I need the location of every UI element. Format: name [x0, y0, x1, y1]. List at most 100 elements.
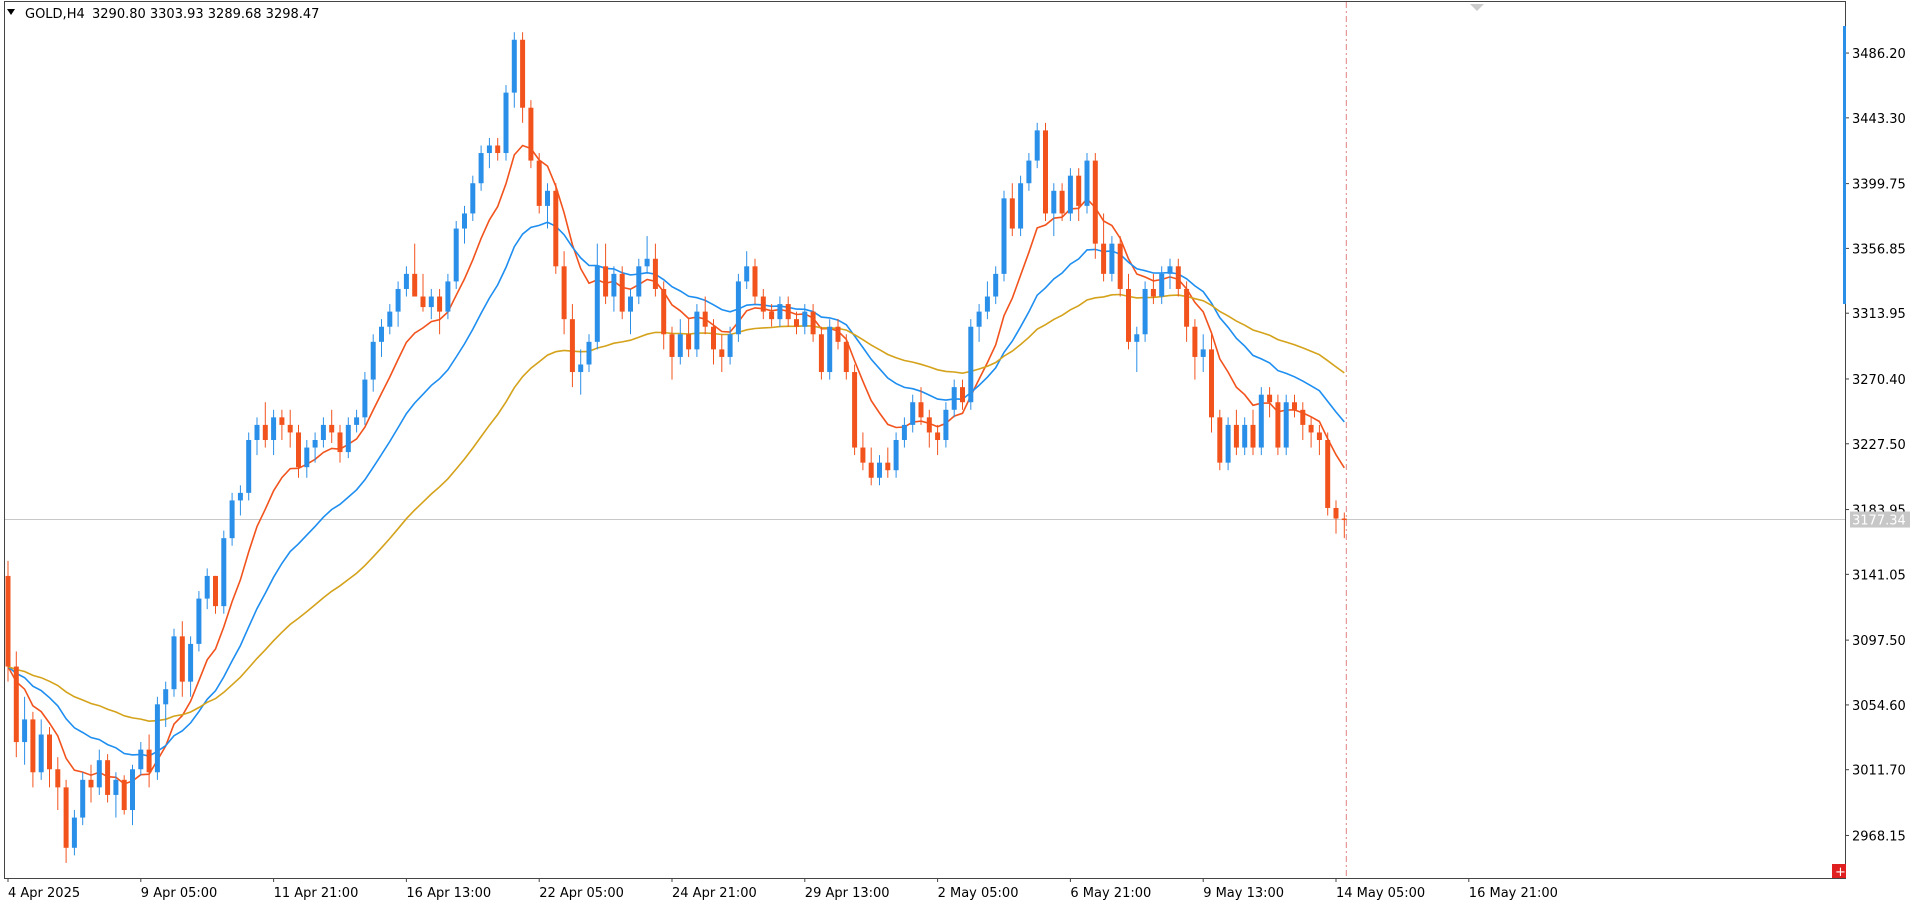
- candle[interactable]: [287, 409, 293, 448]
- candle[interactable]: [760, 288, 766, 320]
- candle[interactable]: [1292, 394, 1297, 418]
- candle[interactable]: [1325, 432, 1331, 516]
- candle[interactable]: [1200, 334, 1206, 373]
- candle[interactable]: [984, 281, 990, 320]
- candle[interactable]: [395, 281, 401, 327]
- candle[interactable]: [686, 319, 692, 357]
- candle[interactable]: [1001, 190, 1007, 282]
- candle[interactable]: [296, 424, 301, 478]
- candle[interactable]: [163, 681, 169, 727]
- candle[interactable]: [652, 243, 658, 297]
- candle[interactable]: [910, 394, 916, 433]
- candle[interactable]: [545, 183, 550, 229]
- candle[interactable]: [1267, 387, 1273, 418]
- candle[interactable]: [96, 749, 102, 795]
- candle[interactable]: [470, 175, 476, 221]
- candle[interactable]: [885, 447, 891, 478]
- candle[interactable]: [88, 764, 94, 803]
- candle[interactable]: [420, 273, 426, 312]
- candle[interactable]: [528, 100, 534, 169]
- candle[interactable]: [196, 591, 202, 652]
- candle[interactable]: [976, 304, 982, 342]
- candle[interactable]: [893, 432, 899, 478]
- candle[interactable]: [918, 387, 924, 425]
- candle[interactable]: [63, 779, 69, 863]
- candle[interactable]: [1059, 183, 1065, 221]
- candle[interactable]: [1101, 213, 1107, 282]
- candle[interactable]: [1084, 153, 1090, 214]
- candle[interactable]: [1009, 183, 1015, 237]
- candle[interactable]: [628, 288, 633, 335]
- candle[interactable]: [1126, 273, 1131, 350]
- candle[interactable]: [304, 440, 310, 478]
- candle[interactable]: [536, 153, 542, 214]
- candle[interactable]: [30, 711, 36, 788]
- candle[interactable]: [337, 424, 343, 463]
- candle[interactable]: [719, 334, 725, 373]
- candle[interactable]: [47, 726, 52, 788]
- candle[interactable]: [105, 754, 111, 803]
- candle[interactable]: [462, 205, 467, 244]
- candle[interactable]: [794, 311, 799, 335]
- candle[interactable]: [130, 764, 135, 826]
- candle[interactable]: [1250, 409, 1256, 456]
- candle[interactable]: [495, 137, 501, 161]
- candle[interactable]: [777, 296, 783, 327]
- candle[interactable]: [818, 326, 824, 380]
- candle[interactable]: [445, 273, 451, 320]
- candle[interactable]: [1109, 236, 1115, 282]
- candle[interactable]: [213, 575, 218, 614]
- candle[interactable]: [1184, 281, 1190, 342]
- candle[interactable]: [744, 251, 750, 289]
- candle[interactable]: [486, 137, 492, 169]
- candle[interactable]: [22, 696, 28, 765]
- candle[interactable]: [403, 266, 409, 297]
- candle[interactable]: [1159, 266, 1165, 305]
- candle[interactable]: [221, 530, 227, 614]
- candle[interactable]: [1283, 394, 1289, 456]
- candle[interactable]: [702, 296, 708, 335]
- candle[interactable]: [835, 319, 841, 350]
- candle[interactable]: [362, 372, 368, 425]
- candle[interactable]: [669, 326, 675, 380]
- candle[interactable]: [1209, 334, 1214, 433]
- candle[interactable]: [968, 319, 974, 410]
- candle[interactable]: [711, 319, 716, 365]
- candle[interactable]: [71, 810, 77, 856]
- candle[interactable]: [752, 258, 758, 305]
- candle[interactable]: [594, 243, 600, 350]
- candle[interactable]: [901, 417, 907, 448]
- candle[interactable]: [943, 402, 949, 448]
- candle[interactable]: [354, 409, 360, 433]
- candle[interactable]: [478, 145, 484, 191]
- scroll-indicator[interactable]: [1843, 26, 1846, 304]
- candle[interactable]: [188, 636, 194, 697]
- candle[interactable]: [1233, 409, 1239, 456]
- candle[interactable]: [951, 379, 957, 418]
- candle[interactable]: [503, 85, 509, 161]
- candles[interactable]: [5, 32, 1347, 863]
- candle[interactable]: [561, 251, 567, 335]
- candle[interactable]: [1333, 500, 1339, 534]
- candle[interactable]: [553, 183, 559, 274]
- candle[interactable]: [146, 734, 152, 788]
- candle[interactable]: [1076, 168, 1082, 221]
- candle[interactable]: [1242, 417, 1248, 456]
- candle[interactable]: [877, 455, 882, 486]
- candle[interactable]: [1217, 409, 1223, 471]
- candle[interactable]: [5, 560, 11, 682]
- candle[interactable]: [1275, 394, 1281, 456]
- candle[interactable]: [113, 772, 119, 818]
- candle[interactable]: [1092, 153, 1098, 259]
- triangle-down-icon[interactable]: [7, 9, 15, 15]
- candle[interactable]: [586, 334, 592, 373]
- candle[interactable]: [1142, 281, 1148, 342]
- candle[interactable]: [578, 349, 584, 395]
- candle[interactable]: [1175, 258, 1181, 297]
- candle[interactable]: [237, 485, 243, 516]
- candle[interactable]: [1051, 183, 1057, 237]
- candle[interactable]: [437, 288, 443, 335]
- candle[interactable]: [1018, 175, 1024, 237]
- candle[interactable]: [1192, 319, 1198, 380]
